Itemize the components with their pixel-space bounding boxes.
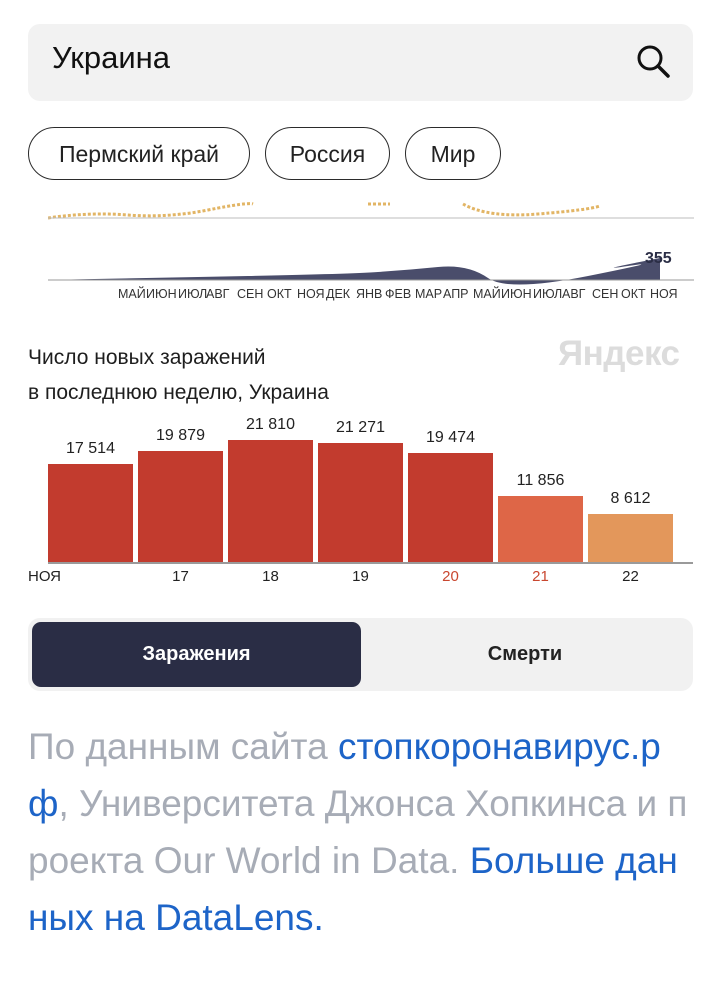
month-label: НОЯ — [650, 287, 678, 301]
x-tick-label: НОЯ — [28, 568, 62, 585]
bar-value-label: 19 879 — [156, 427, 205, 444]
month-label: АВГ — [562, 287, 586, 301]
source-attribution: По данным сайта стопкоронавирус.рф, Унив… — [28, 718, 698, 946]
bar-6[interactable] — [588, 514, 673, 562]
x-tick-label: 20 — [442, 568, 459, 585]
chart-title-line1: Число новых заражений — [28, 346, 266, 369]
chart-title-line2: в последнюю неделю, Украина — [28, 381, 329, 404]
chart-x-axis — [48, 562, 693, 564]
month-label: ФЕВ — [385, 287, 412, 301]
chip-world[interactable]: Мир — [405, 127, 501, 180]
stopcoronavirus-link[interactable]: стопкоронавирус.рф — [28, 726, 661, 824]
deaths-sparkline — [48, 202, 601, 220]
month-label: СЕН — [237, 287, 264, 301]
x-tick-label: 18 — [262, 568, 279, 585]
month-label: НОЯ — [297, 287, 325, 301]
x-tick-label: 22 — [622, 568, 639, 585]
metric-toggle: Заражения Смерти — [28, 618, 693, 691]
month-label: МАЙ — [118, 287, 146, 301]
month-label: ОКТ — [621, 287, 646, 301]
x-tick-label: 21 — [532, 568, 549, 585]
month-label: АВГ — [206, 287, 230, 301]
tab-infections[interactable]: Заражения — [32, 622, 361, 687]
month-label: ИЮН — [501, 287, 532, 301]
month-label: ИЮЛ — [178, 287, 208, 301]
source-prefix: По данным сайта — [28, 726, 338, 767]
sparkline-last-value: 355 — [645, 250, 672, 267]
bar-value-label: 11 856 — [516, 472, 565, 489]
chart-title: Число новых заражений в последнюю неделю… — [28, 340, 329, 410]
month-label: ИЮЛ — [533, 287, 563, 301]
x-tick-label: 17 — [172, 568, 189, 585]
bar-5[interactable] — [498, 496, 583, 562]
tab-deaths[interactable]: Смерти — [487, 643, 563, 665]
search-input[interactable]: Украина — [52, 40, 171, 75]
cases-sparkline — [48, 258, 660, 285]
month-label: МАР — [415, 287, 443, 301]
bar-0[interactable] — [48, 464, 133, 562]
bar-value-label: 17 514 — [66, 440, 115, 457]
search-box[interactable]: Украина — [28, 24, 693, 101]
bar-value-label: 21 271 — [336, 419, 385, 436]
datalens-link[interactable]: Больше данных на DataLens. — [28, 840, 678, 938]
bar-value-label: 8 612 — [610, 490, 651, 507]
month-label: ИЮН — [146, 287, 177, 301]
yandex-logo: Яндекс — [558, 334, 680, 373]
month-label: СЕН — [592, 287, 619, 301]
month-label: ЯНВ — [356, 287, 383, 301]
month-label: АПР — [443, 287, 469, 301]
history-sparkline: 355 — [48, 202, 694, 285]
month-label: ДЕК — [326, 287, 351, 301]
bar-1[interactable] — [138, 451, 223, 562]
chip-russia[interactable]: Россия — [265, 127, 390, 180]
month-label: ОКТ — [267, 287, 292, 301]
x-tick-label: 19 — [352, 568, 369, 585]
source-middle: , Университета Джонса Хопкинса и проекта… — [28, 783, 688, 881]
bar-3[interactable] — [318, 443, 403, 562]
bar-value-label: 19 474 — [426, 429, 475, 446]
search-icon[interactable] — [635, 43, 671, 79]
bar-value-label: 21 810 — [246, 416, 295, 433]
sparkline-month-axis: МАЙ ИЮН ИЮЛ АВГ СЕН ОКТ НОЯ ДЕК ЯНВ ФЕВ … — [0, 287, 720, 305]
chip-perm-krai[interactable]: Пермский край — [28, 127, 250, 180]
bar-4[interactable] — [408, 453, 493, 562]
month-label: МАЙ — [473, 287, 501, 301]
bar-2[interactable] — [228, 440, 313, 562]
